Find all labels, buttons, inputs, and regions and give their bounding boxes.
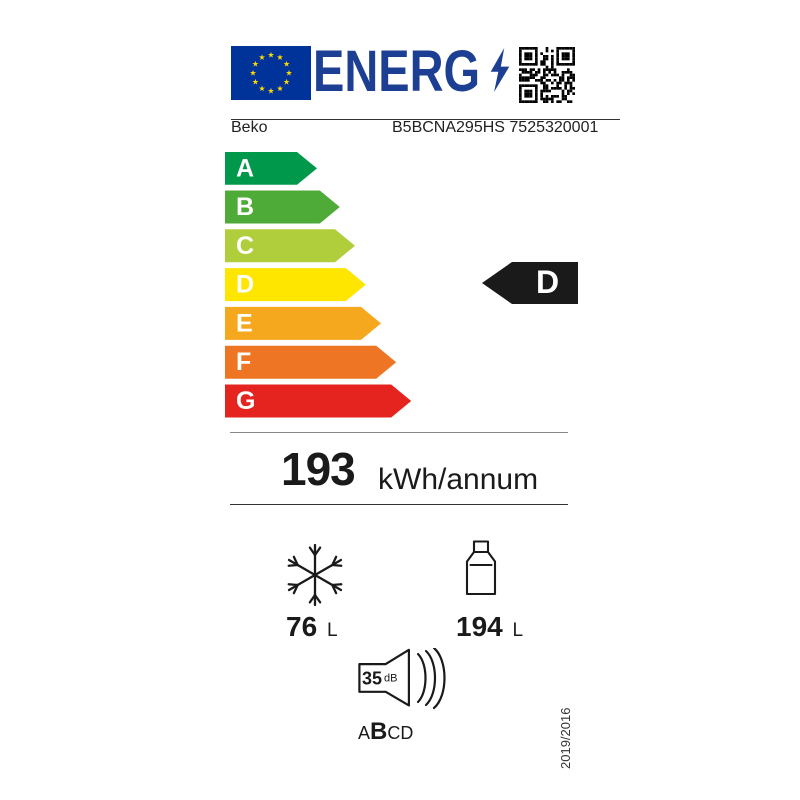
svg-text:D: D — [236, 271, 254, 299]
svg-text:E: E — [236, 309, 253, 337]
svg-text:dB: dB — [384, 673, 397, 685]
svg-text:G: G — [236, 387, 255, 415]
svg-text:F: F — [236, 348, 251, 376]
svg-text:A: A — [236, 155, 254, 183]
svg-text:C: C — [236, 232, 254, 260]
svg-text:B: B — [236, 193, 254, 221]
svg-text:35: 35 — [362, 669, 382, 689]
